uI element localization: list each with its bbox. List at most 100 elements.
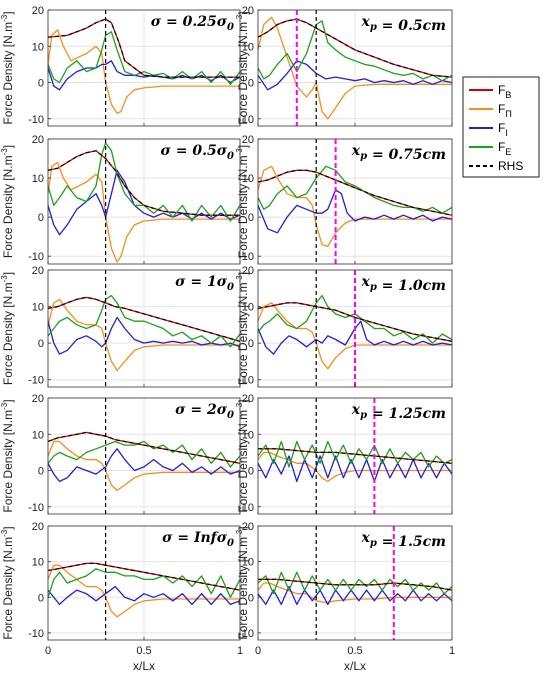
- y-tick-label: 0: [38, 78, 44, 90]
- y-axis-label-sup: -3: [235, 14, 244, 22]
- series-line-RHS: [258, 448, 453, 464]
- x-tick-label: 0.5: [347, 645, 362, 657]
- y-axis-label-end: ]: [1, 11, 15, 14]
- series-line-F_Pi: [257, 582, 452, 604]
- series-line-F_E: [47, 568, 241, 598]
- annotation-eq: =: [171, 143, 192, 159]
- y-tick-label: 0: [248, 338, 254, 350]
- series-line-F_B: [47, 150, 240, 216]
- y-tick-label: 0: [248, 78, 254, 90]
- x-axis-label: x/Lx: [344, 659, 366, 673]
- y-axis-label-end: ]: [236, 272, 250, 275]
- y-axis-label-sup: -3: [235, 275, 244, 283]
- y-tick-label: 0: [38, 212, 44, 224]
- series-line-F_I: [47, 316, 241, 355]
- series-line-F_E: [257, 165, 453, 214]
- y-tick-label: 0: [38, 592, 44, 604]
- series-line-F_E: [257, 294, 453, 344]
- series-line-F_I: [47, 585, 241, 606]
- panel-annotation: xp = 0.5cm: [360, 14, 446, 34]
- y-tick-label: -10: [238, 502, 254, 514]
- y-tick-label: 0: [38, 338, 44, 350]
- y-tick-label: 20: [32, 5, 44, 17]
- series-line-F_E: [257, 20, 453, 82]
- panel-annotation: xp = 1.5cm: [360, 530, 446, 550]
- y-axis-label-sup: -3: [235, 402, 244, 410]
- annotation-rhs: Infσ: [193, 530, 228, 546]
- legend-label-F_I: FI: [498, 121, 508, 138]
- y-tick-label: 20: [242, 521, 254, 533]
- series-line-F_B: [257, 169, 453, 216]
- y-tick-label: 0: [38, 466, 44, 478]
- y-axis-label: Force Density [N.m-3]: [235, 526, 250, 639]
- x-tick-label: 0.5: [136, 645, 151, 657]
- annotation-eq: =: [377, 278, 398, 294]
- annotation-rhs-sub: 0: [227, 282, 234, 293]
- y-tick-label: -10: [238, 114, 254, 126]
- series-line-F_Pi: [47, 298, 240, 372]
- series-line-F_I: [257, 455, 453, 483]
- series-line-RHS: [47, 18, 240, 78]
- y-tick-label: -10: [28, 251, 44, 263]
- annotation-rhs: 2σ: [206, 402, 228, 418]
- y-tick-label: 10: [32, 557, 44, 569]
- legend-label-F_B: FB: [498, 83, 511, 100]
- y-tick-label: -10: [28, 114, 44, 126]
- y-axis-label: Force Density [N.m-3]: [235, 399, 250, 512]
- y-axis-label-end: ]: [1, 145, 15, 148]
- y-axis-label-end: ]: [236, 399, 250, 402]
- annotation-eq: =: [185, 402, 206, 418]
- y-tick-label: 10: [242, 41, 254, 53]
- y-axis-label-sup: -3: [0, 148, 9, 156]
- y-tick-label: 10: [32, 429, 44, 441]
- annotation-eq: =: [367, 147, 388, 163]
- series-line-F_E: [47, 294, 241, 348]
- y-axis-label-sup: -3: [0, 529, 9, 537]
- series-line-F_E: [257, 440, 453, 468]
- y-tick-label: 10: [32, 173, 44, 185]
- y-tick-label: 20: [242, 134, 254, 146]
- annotation-lhs-sub: p: [360, 410, 367, 421]
- y-axis-label-end: ]: [236, 526, 250, 529]
- y-axis-label: Force Density [N.m-3]: [0, 11, 15, 124]
- series-line-F_E: [47, 31, 241, 85]
- y-axis-label: Force Density [N.m-3]: [0, 399, 15, 512]
- annotation-eq: =: [377, 534, 398, 550]
- y-tick-label: 20: [32, 265, 44, 277]
- y-tick-label: 0: [248, 212, 254, 224]
- y-tick-label: 10: [242, 429, 254, 441]
- panel-annotation: σ = 1σ0: [175, 274, 234, 293]
- x-axis-label: x/Lx: [133, 659, 155, 673]
- annotation-rhs: 0.75cm: [389, 147, 446, 163]
- series-line-F_I: [257, 320, 453, 355]
- y-axis-label-sup: -3: [0, 402, 9, 410]
- panel-annotation: xp = 1.25cm: [351, 402, 446, 422]
- y-axis-label-end: ]: [1, 272, 15, 275]
- series-line-F_Pi: [47, 161, 240, 263]
- y-tick-label: 10: [32, 41, 44, 53]
- annotation-rhs-sub: 0: [227, 22, 234, 33]
- annotation-rhs: 0.5σ: [192, 143, 227, 159]
- y-axis-label-sup: -3: [0, 275, 9, 283]
- y-tick-label: 0: [248, 466, 254, 478]
- x-tick-label: 1: [449, 645, 455, 657]
- annotation-eq: =: [377, 18, 398, 34]
- annotation-rhs: 1.0cm: [398, 278, 446, 294]
- y-tick-label: 10: [242, 557, 254, 569]
- x-tick-label: 1: [237, 645, 243, 657]
- y-tick-label: 20: [242, 393, 254, 405]
- annotation-lhs: x: [351, 402, 361, 418]
- series-line-F_Pi: [257, 16, 452, 120]
- y-tick-label: -10: [28, 375, 44, 387]
- series-line-F_I: [47, 60, 241, 91]
- legend: FB FΠ FI FE RHS: [462, 76, 540, 178]
- annotation-rhs: 1σ: [207, 274, 228, 290]
- annotation-rhs: 0.25σ: [183, 14, 228, 30]
- panel-annotation: σ = Infσ0: [162, 530, 234, 549]
- series-line-F_I: [257, 60, 453, 91]
- y-axis-label: Force Density [N.m-3]: [0, 145, 15, 258]
